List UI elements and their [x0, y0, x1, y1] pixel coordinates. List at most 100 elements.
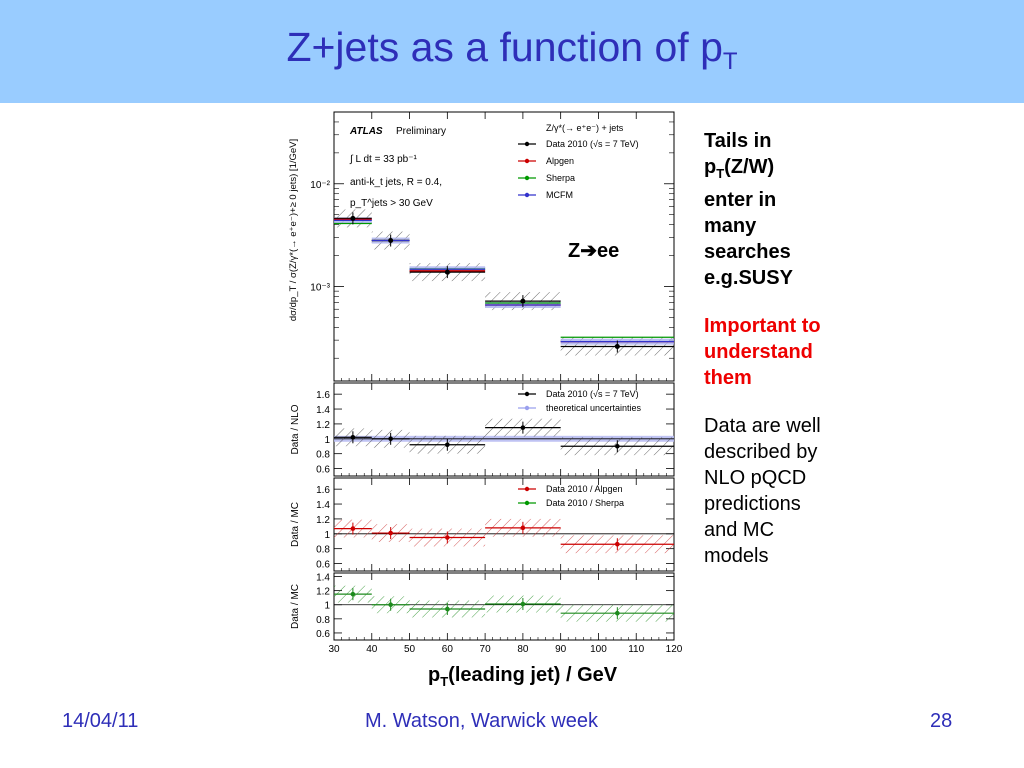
- lumi-text: ∫ L dt = 33 pb⁻¹: [349, 154, 418, 165]
- ratio-point: [350, 435, 356, 440]
- note-line: p: [704, 156, 717, 178]
- atlas-status: Preliminary: [396, 126, 446, 137]
- tails-note: Tails in pT(Z/W) enter in many searches …: [704, 128, 864, 291]
- note-line: (Z/W): [724, 156, 775, 178]
- ratio-point: [520, 601, 526, 607]
- data-point: [444, 269, 450, 275]
- legend-marker: [524, 405, 530, 411]
- legend-label: Data 2010 / Sherpa: [546, 498, 624, 508]
- note-line: and MC: [704, 519, 775, 541]
- note-line: models: [704, 545, 769, 567]
- title-bar: [0, 0, 1024, 103]
- x-axis-title: pT(leading jet) / GeV: [428, 664, 617, 689]
- data-point: [388, 238, 394, 244]
- ratio-point: [520, 425, 526, 430]
- y-tick-label: 1.4: [316, 573, 330, 584]
- note-line: searches: [704, 241, 791, 263]
- data-point: [520, 298, 526, 304]
- y-tick-label: 1.4: [316, 405, 330, 416]
- note-line: Tails in: [704, 130, 772, 152]
- legend-label: Data 2010 (√s = 7 TeV): [546, 389, 639, 399]
- atlas-label: ATLAS: [349, 126, 383, 137]
- note-line: many: [704, 215, 757, 237]
- note-line: described by: [704, 441, 818, 463]
- ratio-point: [350, 526, 356, 531]
- x-tick-label: 60: [442, 644, 454, 655]
- ratio-point: [388, 436, 393, 442]
- legend-label: Data 2010 / Alpgen: [546, 484, 623, 494]
- legend-label: Data 2010 (√s = 7 TeV): [546, 139, 639, 149]
- legend-marker: [524, 500, 530, 506]
- ratio-y-axis-label: Data / MC: [290, 584, 301, 629]
- ratio-point: [445, 606, 450, 612]
- x-tick-label: 70: [480, 644, 492, 655]
- x-title-main: p: [428, 664, 441, 686]
- x-tick-label: 50: [404, 644, 416, 655]
- legend-marker: [524, 141, 530, 147]
- y-tick-label: 0.8: [316, 545, 330, 556]
- cut-text: p_T^jets > 30 GeV: [350, 198, 433, 209]
- ratio-point: [388, 530, 393, 536]
- legend-marker: [524, 391, 530, 397]
- main-y-axis-label: dσ/dp_T / σ(Z/γ*(→ e⁺e⁻)+≥ 0 jets) [1/Ge…: [288, 139, 299, 321]
- note-line: Data are well: [704, 415, 821, 437]
- zee-ee: ee: [596, 240, 620, 262]
- side-notes: Tails in pT(Z/W) enter in many searches …: [704, 128, 864, 591]
- y-tick-label: 0.6: [316, 629, 330, 640]
- y-tick-label: 1.6: [316, 390, 330, 401]
- ratio-point: [615, 541, 620, 547]
- x-tick-label: 30: [328, 644, 340, 655]
- title-text: Z+jets as a function of p: [286, 24, 723, 70]
- legend-label: Alpgen: [546, 156, 574, 166]
- zee-annotation: Z➔ee: [568, 238, 619, 263]
- data-point: [350, 215, 356, 221]
- x-tick-label: 40: [366, 644, 378, 655]
- data-point: [614, 344, 620, 350]
- y-tick-label: 1.6: [316, 485, 330, 496]
- y-tick-label: 0.8: [316, 615, 330, 626]
- note-line: them: [704, 367, 752, 389]
- x-tick-label: 90: [555, 644, 567, 655]
- ratio-point: [388, 602, 393, 608]
- note-line: understand: [704, 341, 813, 363]
- legend-marker: [524, 486, 530, 492]
- y-tick-label: 1.2: [316, 587, 330, 598]
- ratio-point: [520, 525, 526, 531]
- y-tick-label: 1.2: [316, 515, 330, 526]
- footer-date: 14/04/11: [62, 710, 139, 732]
- y-tick-label: 10⁻²: [310, 180, 330, 191]
- x-title-sub: T: [440, 674, 449, 689]
- jet-text: anti-k_t jets, R = 0.4,: [350, 177, 442, 188]
- y-tick-label: 1: [324, 530, 330, 541]
- ratio-point: [445, 442, 450, 448]
- arrow-icon: ➔: [580, 240, 597, 262]
- legend-title: Z/γ*(→ e⁺e⁻) + jets: [546, 123, 624, 133]
- x-tick-label: 100: [590, 644, 607, 655]
- y-tick-label: 1.2: [316, 420, 330, 431]
- legend-label: theoretical uncertainties: [546, 403, 642, 413]
- important-note: Important to understand them: [704, 313, 864, 391]
- y-tick-label: 1: [324, 435, 330, 446]
- note-sub: T: [716, 166, 725, 181]
- x-tick-label: 110: [628, 644, 644, 655]
- ratio-point: [615, 610, 620, 616]
- note-line: NLO pQCD: [704, 467, 807, 489]
- y-tick-label: 1: [324, 601, 330, 612]
- slide-title: Z+jets as a function of pT: [0, 24, 1024, 76]
- footer-author: M. Watson, Warwick week: [365, 710, 598, 732]
- legend-label: MCFM: [546, 190, 573, 200]
- legend-marker: [524, 192, 530, 198]
- y-tick-label: 0.6: [316, 465, 330, 476]
- ratio-y-axis-label: Data / MC: [290, 502, 301, 547]
- footer-page-number: 28: [930, 710, 953, 732]
- conclusion-note: Data are well described by NLO pQCD pred…: [704, 413, 864, 569]
- x-tick-label: 80: [517, 644, 529, 655]
- title-subscript: T: [722, 48, 738, 75]
- legend-marker: [524, 175, 530, 181]
- note-line: Important to: [704, 315, 821, 337]
- y-tick-label: 0.6: [316, 560, 330, 571]
- ratio-point: [350, 591, 356, 597]
- panel-frame-main: [333, 111, 675, 382]
- ratio-point: [615, 443, 620, 449]
